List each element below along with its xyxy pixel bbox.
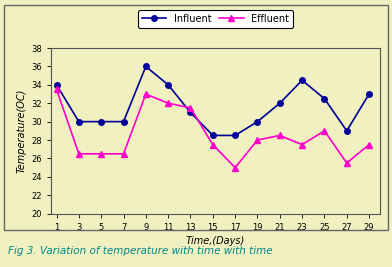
Effluent [166,102,171,105]
Effluent [54,88,59,91]
Y-axis label: Temperature(OC): Temperature(OC) [17,89,27,173]
Text: Fig 3. Variation of temperature with time with time: Fig 3. Variation of temperature with tim… [8,246,272,256]
Influent [211,134,215,137]
Influent [278,102,282,105]
Effluent [367,143,372,146]
Influent [54,83,59,87]
Influent [76,120,81,123]
Effluent [143,92,148,96]
Effluent [345,162,349,165]
Influent [188,111,193,114]
Effluent [121,152,126,155]
Influent [99,120,103,123]
Line: Effluent: Effluent [53,86,372,171]
Effluent [322,129,327,132]
Effluent [211,143,215,146]
Effluent [99,152,103,155]
Effluent [76,152,81,155]
Effluent [233,166,238,169]
X-axis label: Time,(Days): Time,(Days) [186,236,245,246]
Influent [255,120,260,123]
Effluent [300,143,305,146]
Legend: Influent, Effluent: Influent, Effluent [138,10,293,28]
Influent [143,65,148,68]
Effluent [255,138,260,142]
Line: Influent: Influent [54,64,372,138]
Influent [367,92,372,96]
Influent [121,120,126,123]
Influent [345,129,349,132]
Influent [233,134,238,137]
Influent [166,83,171,87]
Influent [322,97,327,100]
Influent [300,79,305,82]
Effluent [278,134,282,137]
Effluent [188,106,193,109]
